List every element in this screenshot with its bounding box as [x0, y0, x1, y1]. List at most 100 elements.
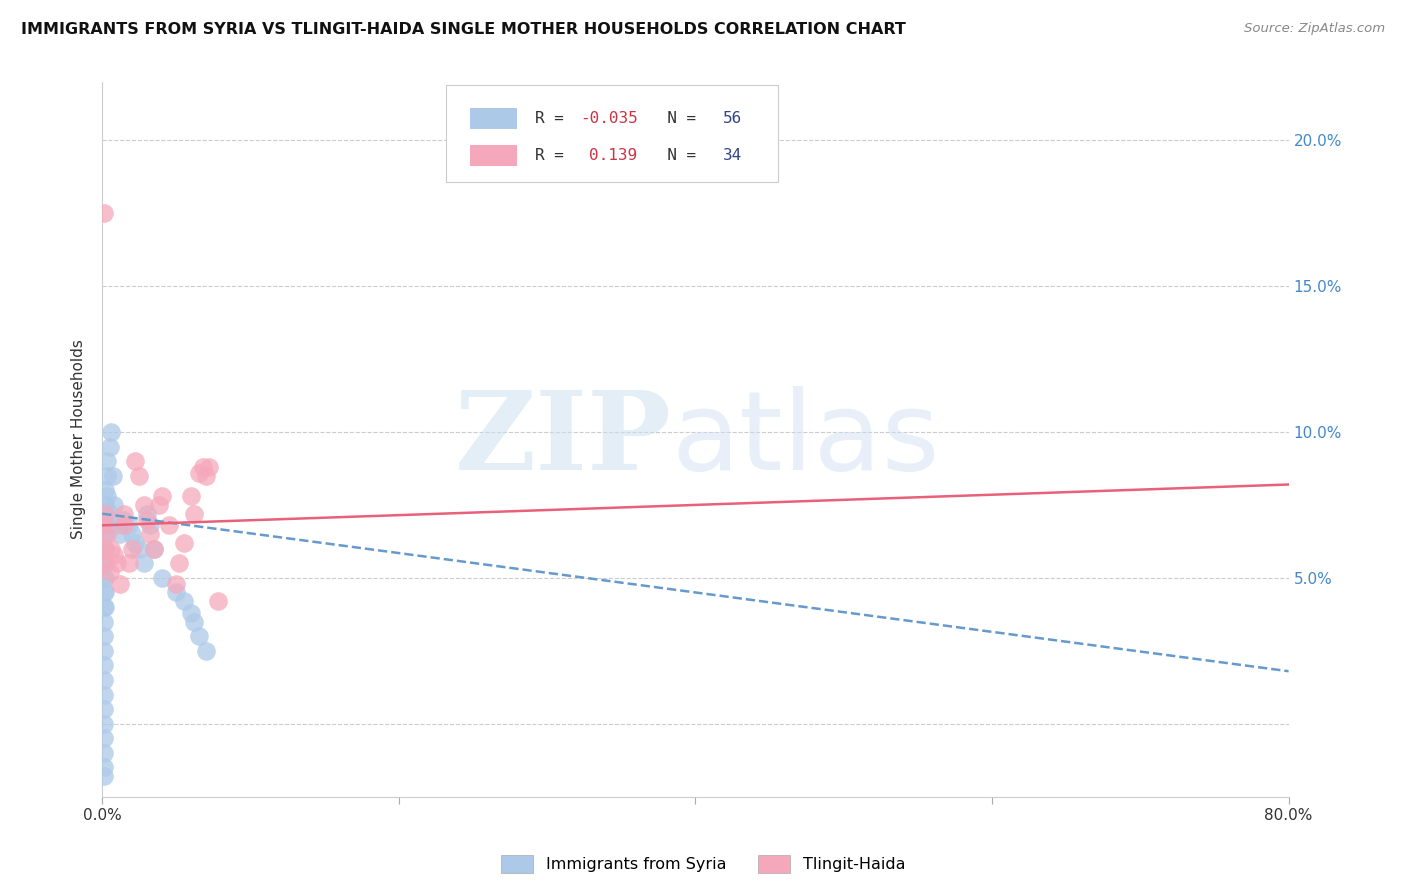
Point	[93, 702, 115, 716]
Point	[183, 615, 205, 629]
Point	[94, 541, 117, 556]
Point	[93, 556, 115, 570]
Point	[195, 468, 218, 483]
Point	[187, 629, 209, 643]
Point	[114, 518, 136, 533]
Point	[135, 507, 157, 521]
Point	[180, 606, 202, 620]
Text: 56: 56	[723, 111, 742, 126]
Point	[93, 644, 115, 658]
Point	[96, 527, 118, 541]
Point	[98, 565, 121, 579]
Point	[118, 518, 141, 533]
Text: R =: R =	[536, 111, 574, 126]
Point	[108, 576, 131, 591]
Point	[94, 600, 117, 615]
Point	[165, 576, 187, 591]
Point	[198, 460, 221, 475]
Y-axis label: Single Mother Households: Single Mother Households	[72, 339, 86, 540]
Point	[150, 571, 173, 585]
Point	[94, 507, 117, 521]
Text: IMMIGRANTS FROM SYRIA VS TLINGIT-HAIDA SINGLE MOTHER HOUSEHOLDS CORRELATION CHAR: IMMIGRANTS FROM SYRIA VS TLINGIT-HAIDA S…	[21, 22, 905, 37]
Point	[128, 541, 150, 556]
Point	[98, 440, 121, 454]
Point	[96, 468, 118, 483]
Point	[93, 518, 115, 533]
Point	[105, 556, 128, 570]
Point	[93, 629, 115, 643]
Point	[195, 644, 218, 658]
Point	[150, 489, 173, 503]
Point	[132, 498, 155, 512]
FancyBboxPatch shape	[470, 145, 517, 166]
Point	[118, 556, 141, 570]
Point	[103, 498, 125, 512]
Point	[121, 541, 143, 556]
Point	[105, 518, 128, 533]
Point	[100, 541, 122, 556]
Point	[94, 498, 117, 512]
Point	[121, 527, 143, 541]
Point	[93, 769, 115, 783]
Point	[93, 673, 115, 687]
Point	[94, 483, 117, 498]
Point	[93, 206, 115, 220]
Point	[138, 527, 160, 541]
Point	[93, 731, 115, 746]
Point	[94, 585, 117, 599]
Point	[93, 658, 115, 673]
Point	[187, 466, 209, 480]
Point	[93, 585, 115, 599]
Point	[114, 512, 136, 526]
Point	[97, 504, 120, 518]
Point	[108, 527, 131, 541]
Point	[143, 541, 166, 556]
Point	[143, 541, 166, 556]
Point	[128, 468, 150, 483]
Legend: Immigrants from Syria, Tlingit-Haida: Immigrants from Syria, Tlingit-Haida	[495, 848, 911, 880]
Point	[165, 585, 187, 599]
Point	[132, 556, 155, 570]
Point	[124, 454, 146, 468]
Text: -0.035: -0.035	[581, 111, 638, 126]
Text: N =: N =	[648, 148, 706, 163]
Text: 0.139: 0.139	[589, 148, 637, 163]
Point	[173, 594, 195, 608]
Point	[93, 556, 115, 570]
Text: Source: ZipAtlas.com: Source: ZipAtlas.com	[1244, 22, 1385, 36]
Point	[157, 518, 180, 533]
Point	[93, 518, 115, 533]
Point	[93, 688, 115, 702]
Point	[183, 507, 205, 521]
Point	[191, 460, 214, 475]
Point	[93, 600, 115, 615]
Point	[135, 512, 157, 526]
Point	[94, 571, 117, 585]
Point	[103, 548, 125, 562]
Point	[101, 468, 124, 483]
Point	[96, 489, 118, 503]
Text: R =: R =	[536, 148, 583, 163]
Point	[138, 518, 160, 533]
Point	[96, 454, 118, 468]
Point	[169, 556, 191, 570]
Point	[207, 594, 229, 608]
Point	[94, 541, 117, 556]
FancyBboxPatch shape	[446, 86, 779, 182]
Point	[124, 536, 146, 550]
Point	[93, 571, 115, 585]
Point	[93, 507, 115, 521]
Point	[100, 425, 122, 439]
Point	[180, 489, 202, 503]
Point	[114, 507, 136, 521]
Point	[93, 615, 115, 629]
Point	[93, 541, 115, 556]
Text: 34: 34	[723, 148, 742, 163]
Text: ZIP: ZIP	[456, 385, 672, 492]
Point	[94, 527, 117, 541]
Point	[96, 518, 118, 533]
Text: N =: N =	[648, 111, 706, 126]
Point	[148, 498, 170, 512]
Point	[93, 746, 115, 760]
Point	[93, 527, 115, 541]
